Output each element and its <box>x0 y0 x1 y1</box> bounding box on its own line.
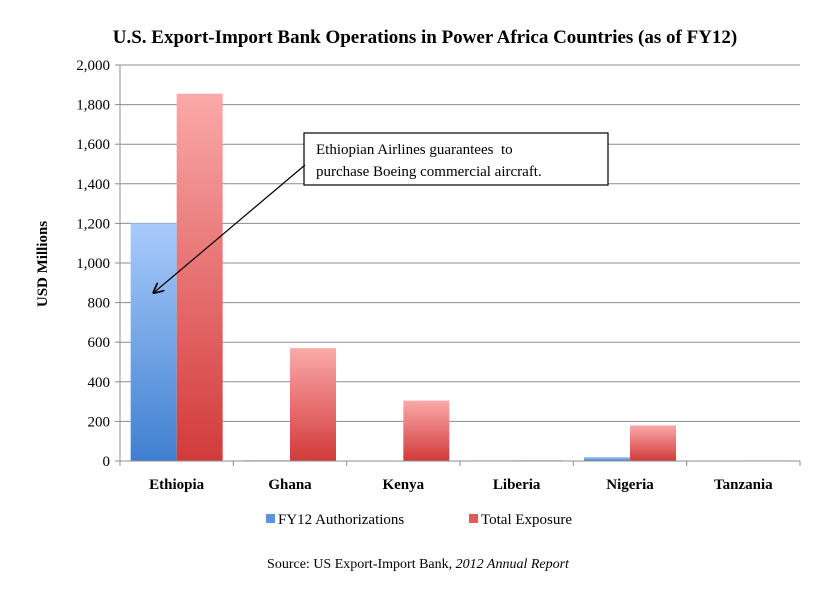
legend: FY12 Authorizations Total Exposure <box>266 512 572 528</box>
y-tick-label: 800 <box>88 296 111 312</box>
y-tick-label: 1,000 <box>76 256 110 272</box>
y-tick-label: 2,000 <box>76 58 110 74</box>
x-category-label: Ethiopia <box>149 477 205 493</box>
annotation-callout: Ethiopian Airlines guarantees to purchas… <box>154 132 609 293</box>
source-prefix: Source: US Export-Import Bank, <box>267 557 456 572</box>
x-category-label: Kenya <box>382 477 424 493</box>
bar-total-exposure <box>290 348 336 461</box>
y-tick-label: 600 <box>88 335 111 351</box>
y-axis-ticks: 0 200 400 600 800 1,000 1,200 1,400 1,600 1,800 2,… <box>76 58 121 470</box>
annotation-arrow <box>154 164 306 293</box>
legend-label-exposure: Total Exposure <box>481 512 572 528</box>
legend-swatch-exposure <box>469 514 478 523</box>
bar-total-exposure <box>403 400 450 461</box>
legend-label-fy12: FY12 Authorizations <box>278 512 404 528</box>
x-axis <box>119 460 801 466</box>
y-tick-label: 0 <box>103 454 111 470</box>
chart-title: U.S. Export-Import Bank Operations in Po… <box>113 27 738 48</box>
bar-fy12-authorizations <box>584 457 630 461</box>
annotation-line-1: Ethiopian Airlines guarantees to <box>316 142 513 158</box>
x-axis-categories: Ethiopia Ghana Kenya Liberia Nigeria Tanzania <box>149 477 773 493</box>
y-axis-label: USD Millions <box>35 221 51 307</box>
x-category-label: Liberia <box>493 477 541 493</box>
annotation-box <box>303 132 609 186</box>
bar-total-exposure <box>176 93 223 462</box>
y-tick-label: 1,600 <box>76 137 110 153</box>
y-tick-label: 1,200 <box>76 216 110 232</box>
y-tick-label: 200 <box>88 414 111 430</box>
bar-fy12-authorizations <box>130 223 177 461</box>
bar-total-exposure <box>630 425 676 461</box>
x-category-label: Nigeria <box>606 477 654 493</box>
gridlines <box>120 64 800 422</box>
y-tick-label: 1,400 <box>76 177 110 193</box>
legend-swatch-fy12 <box>266 514 275 523</box>
source-report-title: 2012 Annual Report <box>456 557 570 572</box>
source-note: Source: US Export-Import Bank, 2012 Annu… <box>267 557 570 572</box>
x-category-label: Ghana <box>268 477 312 493</box>
x-category-label: Tanzania <box>714 477 773 493</box>
y-tick-label: 400 <box>88 375 111 391</box>
y-tick-label: 1,800 <box>76 98 110 114</box>
bars <box>130 93 790 462</box>
annotation-line-2: purchase Boeing commercial aircraft. <box>316 164 542 180</box>
